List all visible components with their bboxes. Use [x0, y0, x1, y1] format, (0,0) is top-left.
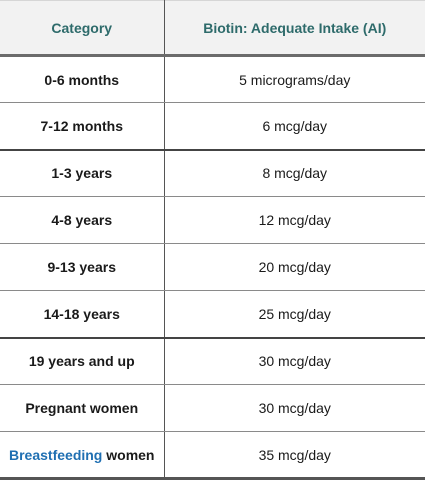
- intake-value-cell: 5 micrograms/day: [164, 55, 425, 103]
- intake-value-cell: 8 mcg/day: [164, 149, 425, 197]
- intake-value-cell: 20 mcg/day: [164, 243, 425, 291]
- intake-value-cell: 6 mcg/day: [164, 102, 425, 151]
- category-cell-text: women: [102, 446, 155, 463]
- table-row: 7-12 months 6 mcg/day: [0, 102, 425, 151]
- table-row: 9-13 years 20 mcg/day: [0, 243, 425, 291]
- table-row: 19 years and up 30 mcg/day: [0, 337, 425, 385]
- category-cell: 14-18 years: [0, 290, 165, 339]
- category-cell: 4-8 years: [0, 196, 165, 244]
- intake-value-cell: 30 mcg/day: [164, 384, 425, 432]
- category-cell: 9-13 years: [0, 243, 165, 291]
- table-row: Pregnant women 30 mcg/day: [0, 384, 425, 432]
- intake-value-cell: 25 mcg/day: [164, 290, 425, 339]
- table-row: 4-8 years 12 mcg/day: [0, 196, 425, 244]
- category-cell: 1-3 years: [0, 149, 165, 197]
- table-row: 1-3 years 8 mcg/day: [0, 149, 425, 197]
- column-header-intake: Biotin: Adequate Intake (AI): [164, 0, 425, 57]
- category-cell: Breastfeeding women: [0, 431, 165, 480]
- table-header: Category Biotin: Adequate Intake (AI): [0, 0, 425, 57]
- category-cell: 0-6 months: [0, 55, 165, 103]
- intake-value-cell: 30 mcg/day: [164, 337, 425, 385]
- table-row: 14-18 years 25 mcg/day: [0, 290, 425, 339]
- table-row: Breastfeeding women 35 mcg/day: [0, 431, 425, 480]
- table-body: 0-6 months 5 micrograms/day 7-12 months …: [0, 55, 425, 480]
- category-cell: 7-12 months: [0, 102, 165, 151]
- intake-value-cell: 12 mcg/day: [164, 196, 425, 244]
- column-header-category: Category: [0, 0, 165, 57]
- intake-value-cell: 35 mcg/day: [164, 431, 425, 480]
- breastfeeding-link[interactable]: Breastfeeding: [9, 446, 103, 463]
- category-cell: Pregnant women: [0, 384, 165, 432]
- header-row: Category Biotin: Adequate Intake (AI): [0, 0, 425, 57]
- table-row: 0-6 months 5 micrograms/day: [0, 55, 425, 103]
- category-cell: 19 years and up: [0, 337, 165, 385]
